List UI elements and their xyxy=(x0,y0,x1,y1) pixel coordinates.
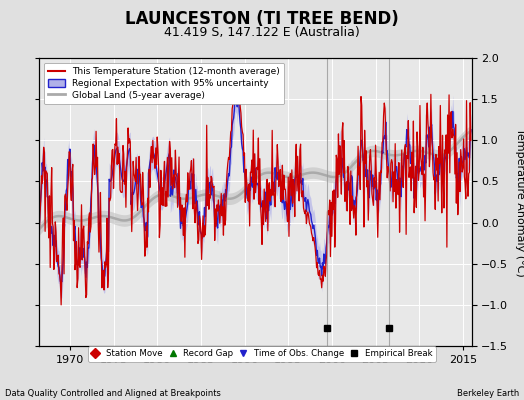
Text: Berkeley Earth: Berkeley Earth xyxy=(456,389,519,398)
Legend: This Temperature Station (12-month average), Regional Expectation with 95% uncer: This Temperature Station (12-month avera… xyxy=(44,62,284,104)
Legend: Station Move, Record Gap, Time of Obs. Change, Empirical Break: Station Move, Record Gap, Time of Obs. C… xyxy=(89,346,435,362)
Y-axis label: Temperature Anomaly (°C): Temperature Anomaly (°C) xyxy=(515,128,524,276)
Text: 41.419 S, 147.122 E (Australia): 41.419 S, 147.122 E (Australia) xyxy=(164,26,360,39)
Text: Data Quality Controlled and Aligned at Breakpoints: Data Quality Controlled and Aligned at B… xyxy=(5,389,221,398)
Text: LAUNCESTON (TI TREE BEND): LAUNCESTON (TI TREE BEND) xyxy=(125,10,399,28)
